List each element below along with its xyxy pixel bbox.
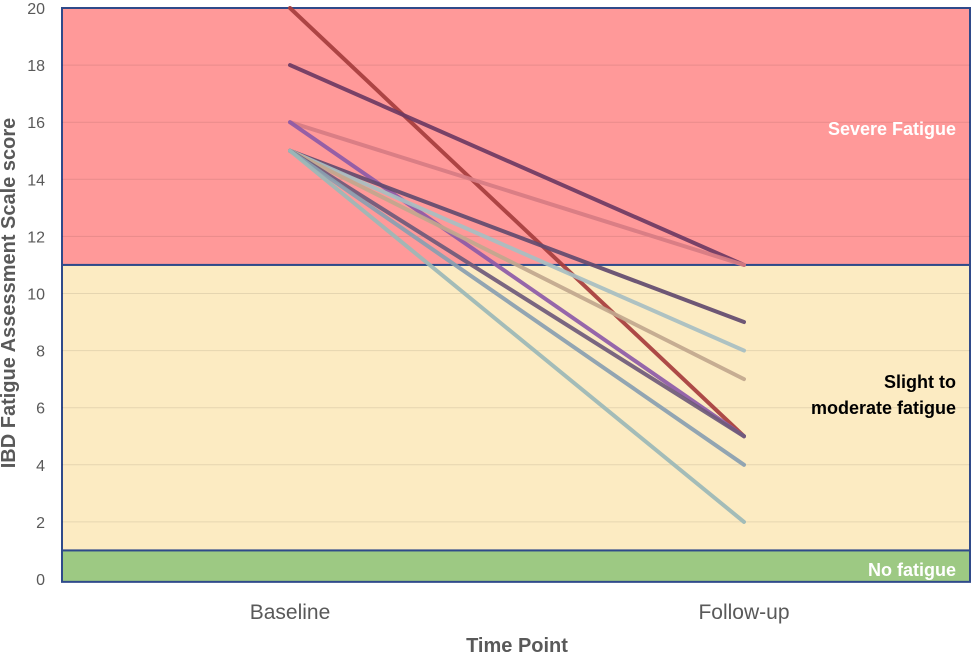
series-line-5 (288, 148, 746, 325)
series-line-9 (288, 148, 746, 467)
y-tick-label: 16 (27, 115, 45, 132)
series-line-6 (288, 148, 746, 353)
x-tick-label: Follow-up (698, 601, 789, 624)
zone-label-1: Slight to moderate fatigue (811, 372, 956, 418)
series-line-1 (288, 6, 746, 439)
zone-bands (61, 7, 971, 583)
y-tick-label: 18 (27, 58, 45, 75)
series-line-2 (288, 63, 746, 267)
series-line-4 (288, 120, 746, 439)
series-line-10 (288, 148, 746, 524)
zone-band-2 (61, 549, 971, 583)
x-axis-title: Time Point (466, 635, 568, 654)
y-tick-label: 6 (36, 401, 45, 418)
x-tick-label: Baseline (250, 601, 331, 624)
y-tick-label: 14 (27, 172, 45, 189)
y-tick-label: 2 (36, 515, 45, 532)
series-lines (288, 6, 746, 524)
zone-band-1 (61, 263, 971, 552)
zone-label-0: Severe Fatigue (828, 119, 956, 139)
y-tick-labels: 0 2 4 6 8 10 12 14 16 18 20 (27, 1, 45, 589)
y-tick-label: 0 (36, 572, 45, 589)
x-tick-labels: Baseline Follow-up (250, 601, 790, 624)
y-tick-label: 4 (36, 458, 45, 475)
y-tick-label: 12 (27, 229, 45, 246)
y-tick-label: 10 (27, 287, 45, 304)
y-tick-label: 20 (27, 1, 45, 18)
series-line-7 (288, 148, 746, 382)
zone-label-2: No fatigue (868, 560, 956, 580)
series-line-8 (288, 148, 746, 439)
y-axis-title: IBD Fatigue Assessment Scale score (0, 118, 20, 469)
series-line-3 (288, 120, 746, 267)
y-tick-label: 8 (36, 344, 45, 361)
zone-labels: Severe Fatigue Slight to moderate fatigue N… (811, 119, 956, 580)
